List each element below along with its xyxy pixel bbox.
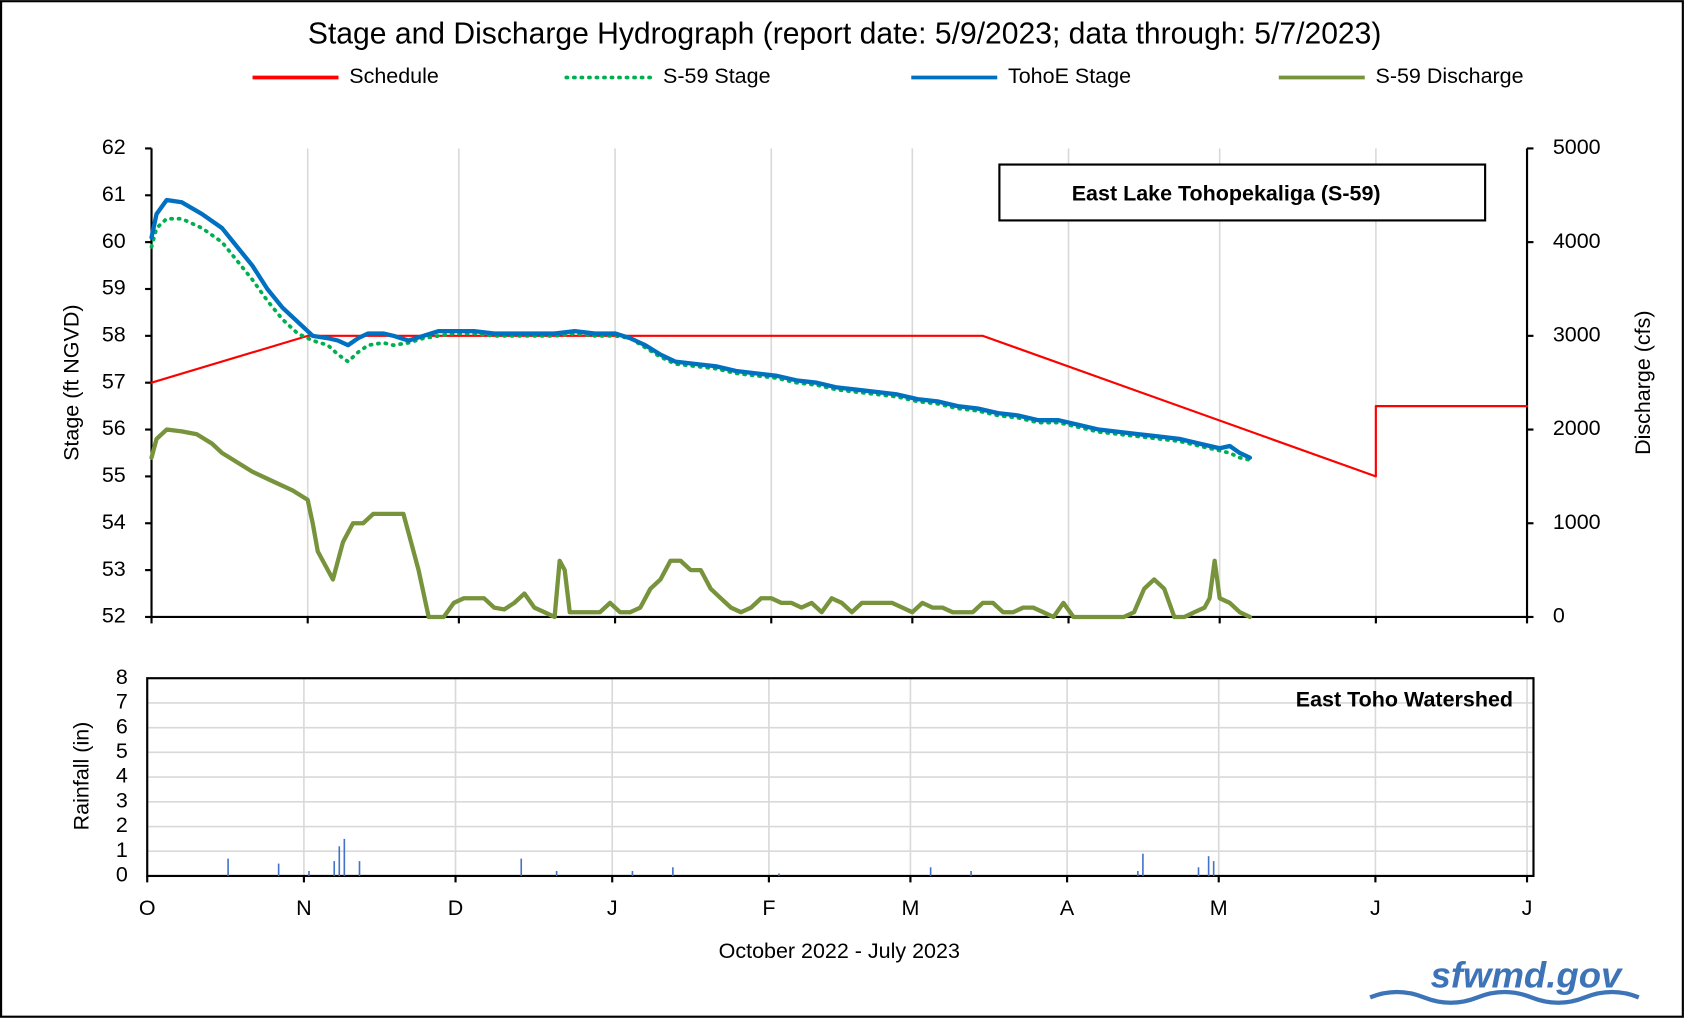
y-tick-label: 53 (102, 557, 126, 581)
x-tick-label: J (1522, 896, 1533, 920)
y-tick-label: 60 (102, 229, 126, 253)
y-tick-label: 58 (102, 323, 126, 347)
y-tick-label: 0 (116, 863, 128, 887)
x-tick-label: M (1210, 896, 1228, 920)
y-tick-label: 4 (116, 764, 128, 788)
y2-tick-label: 4000 (1553, 229, 1601, 253)
legend-label: S-59 Stage (663, 64, 771, 88)
bar (1142, 853, 1144, 876)
plot-frame (146, 677, 1535, 878)
y-tick-label: 3 (116, 788, 128, 812)
x-tick-label: J (607, 896, 618, 920)
bar (555, 871, 558, 876)
bar (1212, 861, 1215, 876)
bar (1197, 867, 1200, 876)
bar (333, 861, 336, 876)
y2-tick-label: 1000 (1553, 510, 1601, 534)
y-tick-label: 56 (102, 416, 126, 440)
bar (1207, 856, 1210, 876)
x-tick-label: M (901, 896, 919, 920)
x-axis-label: October 2022 - July 2023 (719, 939, 960, 963)
x-tick-label: J (1370, 896, 1381, 920)
y-tick-label: 5 (116, 739, 128, 763)
legend-label: Schedule (349, 64, 439, 88)
bar (338, 846, 341, 876)
y-tick-label: 61 (102, 182, 126, 206)
logo-wave (1369, 989, 1640, 1005)
y-tick-label: 6 (116, 714, 128, 738)
y2-tick-label: 2000 (1553, 416, 1601, 440)
annotation: East Toho Watershed (1296, 687, 1513, 711)
bar (227, 858, 229, 876)
y-tick-label: 2 (116, 813, 128, 837)
y-tick-label: 55 (102, 463, 126, 487)
y-tick-label: 57 (102, 369, 126, 393)
legend-label: TohoE Stage (1008, 64, 1131, 88)
y2-axis-label: Discharge (cfs) (1631, 310, 1655, 454)
bar (1137, 871, 1139, 876)
bar (631, 871, 634, 876)
y-tick-label: 7 (116, 690, 128, 714)
chart-title: Stage and Discharge Hydrograph (report d… (308, 18, 1382, 51)
y-tick-label: 59 (102, 276, 126, 300)
bar (970, 871, 972, 876)
series-line (149, 197, 1253, 460)
bar (672, 867, 674, 876)
legend-label: S-59 Discharge (1376, 64, 1524, 88)
series-line (149, 427, 1253, 620)
bar (520, 858, 523, 876)
x-tick-label: A (1060, 896, 1075, 920)
bar (358, 861, 361, 876)
x-tick-label: D (448, 896, 464, 920)
y-tick-label: 62 (102, 135, 126, 159)
bar (308, 871, 310, 876)
x-tick-label: O (139, 896, 156, 920)
y-axis-label: Stage (ft NGVD) (60, 304, 84, 460)
bar (343, 838, 346, 876)
series-line (150, 334, 1529, 478)
logo: sfwmd.gov (1431, 955, 1623, 996)
annotation: East Lake Tohopekaliga (S-59) (1072, 181, 1381, 205)
y-tick-label: 1 (116, 838, 128, 862)
y2-tick-label: 5000 (1553, 135, 1601, 159)
y2-tick-label: 3000 (1553, 323, 1601, 347)
y2-tick-label: 0 (1553, 604, 1565, 628)
y-tick-label: 54 (102, 510, 126, 534)
x-tick-label: N (296, 896, 312, 920)
x-tick-label: F (762, 896, 775, 920)
annotation-box (998, 163, 1487, 222)
bar (929, 867, 932, 876)
y-tick-label: 8 (116, 665, 128, 689)
bar (778, 873, 780, 876)
y-tick-label: 52 (102, 604, 126, 628)
y-axis-label: Rainfall (in) (69, 722, 93, 831)
bar (277, 863, 280, 876)
